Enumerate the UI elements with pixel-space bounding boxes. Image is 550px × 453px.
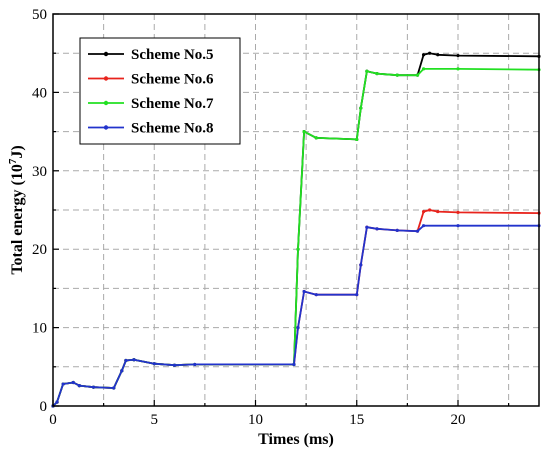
series-point [365,225,369,229]
series-point [91,385,96,389]
x-tick-label: 20 [451,412,466,428]
legend-marker [103,76,109,81]
series-point [421,224,426,228]
grid [53,14,539,406]
series-point [314,136,318,140]
series-point [421,209,426,214]
y-tick-label: 20 [32,242,47,258]
legend: Scheme No.5 Scheme No.6 Scheme No.7 Scheme … [79,37,241,145]
series-point [193,362,197,367]
x-axis-title: Times (ms) [258,431,334,448]
series-lines [51,51,541,408]
y-axis-title: Total energy (107J) [7,145,26,274]
y-tick-label: 10 [32,321,47,337]
legend-marker [103,125,109,130]
legend-label: Scheme No.5 [131,47,214,63]
y-tick-label: 40 [32,85,47,101]
x-tick-label: 15 [349,412,364,428]
series-point [421,53,426,57]
series-point [302,130,306,134]
series-point [415,73,420,77]
series-point [436,53,440,57]
legend-label: Scheme No.7 [131,96,214,112]
series-point [77,384,81,388]
series-point [456,210,460,214]
legend-marker [103,100,109,106]
series-point [359,263,363,267]
series-point [296,326,300,330]
series-point [302,289,306,294]
x-tick-label: 0 [49,412,57,428]
series-point [421,67,426,71]
series-point [436,209,440,214]
y-tick-label: 50 [32,7,47,23]
series-point [61,382,65,386]
series-point [55,400,59,404]
series-point [365,69,369,73]
series-point [456,224,460,228]
legend-label: Scheme No.8 [131,121,214,137]
series-point [172,363,177,367]
series-point [292,362,296,367]
axis-ticks: 0 5 10 15 20 0 10 20 30 40 50 [32,7,510,428]
y-tick-label: 0 [40,399,48,415]
series-point [112,386,116,390]
series-point [296,247,300,251]
legend-label: Scheme No.6 [131,72,214,88]
series-point [359,106,363,110]
series-point [456,53,460,58]
series-point [355,293,359,297]
series-point [428,51,432,55]
x-tick-label: 10 [248,412,263,428]
series-point [314,293,318,297]
series-point [428,208,432,212]
series-point [152,362,156,366]
series-line [52,224,539,407]
series-point [375,71,379,76]
x-tick-label: 5 [151,412,159,428]
legend-marker [103,51,109,57]
series-point [355,137,359,142]
series-point [120,369,124,373]
y-axis-title-unit: J) [9,145,26,158]
series-point [395,73,399,77]
y-axis-title-main: Total energy (10 [9,164,26,275]
series-point [71,380,75,385]
series-point [375,227,379,231]
y-tick-label: 30 [32,164,47,180]
series-point [395,228,399,232]
series-point [124,358,128,363]
series-point [415,229,420,233]
series-point [132,358,136,362]
series-point [456,67,460,71]
y-axis-title-exponent: 7 [7,158,19,164]
